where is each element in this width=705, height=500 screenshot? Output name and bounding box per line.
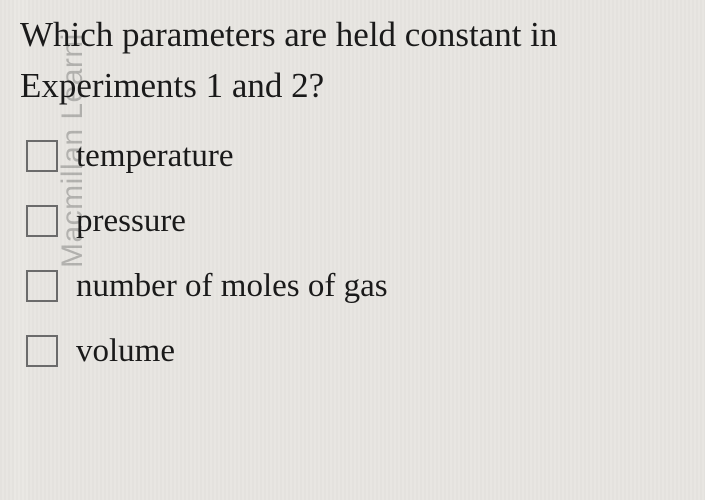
option-label: pressure <box>76 205 186 238</box>
option-row: temperature <box>26 140 685 173</box>
option-row: volume <box>26 335 685 368</box>
option-label: temperature <box>76 140 234 173</box>
option-row: number of moles of gas <box>26 270 685 303</box>
option-label: number of moles of gas <box>76 270 388 303</box>
option-row: pressure <box>26 205 685 238</box>
checkbox-moles[interactable] <box>26 270 58 302</box>
checkbox-pressure[interactable] <box>26 205 58 237</box>
question-text: Which parameters are held constant in Ex… <box>20 10 685 112</box>
option-label: volume <box>76 335 175 368</box>
options-list: temperature pressure number of moles of … <box>20 140 685 368</box>
checkbox-volume[interactable] <box>26 335 58 367</box>
checkbox-temperature[interactable] <box>26 140 58 172</box>
